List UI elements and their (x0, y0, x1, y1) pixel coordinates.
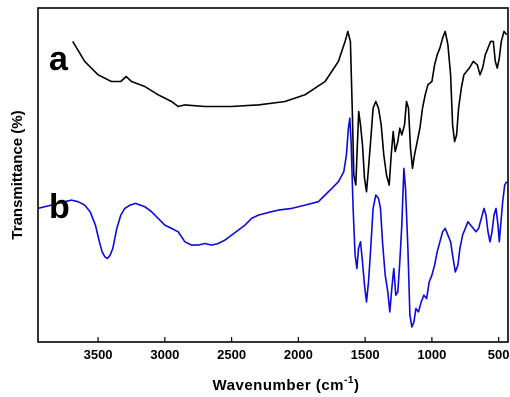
series-line-a (72, 30, 508, 193)
x-tick-label: 500 (488, 347, 510, 362)
series-layer (37, 30, 508, 328)
x-tick-label: 2500 (217, 347, 246, 362)
x-tick-label: 1000 (417, 347, 446, 362)
x-tick-label: 1500 (351, 347, 380, 362)
x-tick-label: 3000 (150, 347, 179, 362)
x-tick-label: 3500 (84, 347, 113, 362)
x-axis-title-sup: -1 (344, 375, 354, 386)
x-axis-title-close: ) (354, 377, 360, 394)
y-axis-title: Transmittance (%) (9, 110, 26, 239)
plot-frame (37, 7, 509, 343)
panel-label-a: a (49, 40, 69, 78)
panel-label-b: b (49, 188, 70, 226)
x-axis-title-main: Wavenumber (cm (213, 377, 344, 394)
x-axis-title: Wavenumber (cm-1) (213, 375, 360, 394)
series-line-b (37, 117, 508, 328)
x-axis: 3500 3000 2500 2000 1500 1000 500 (84, 337, 510, 362)
x-tick-label: 2000 (284, 347, 313, 362)
